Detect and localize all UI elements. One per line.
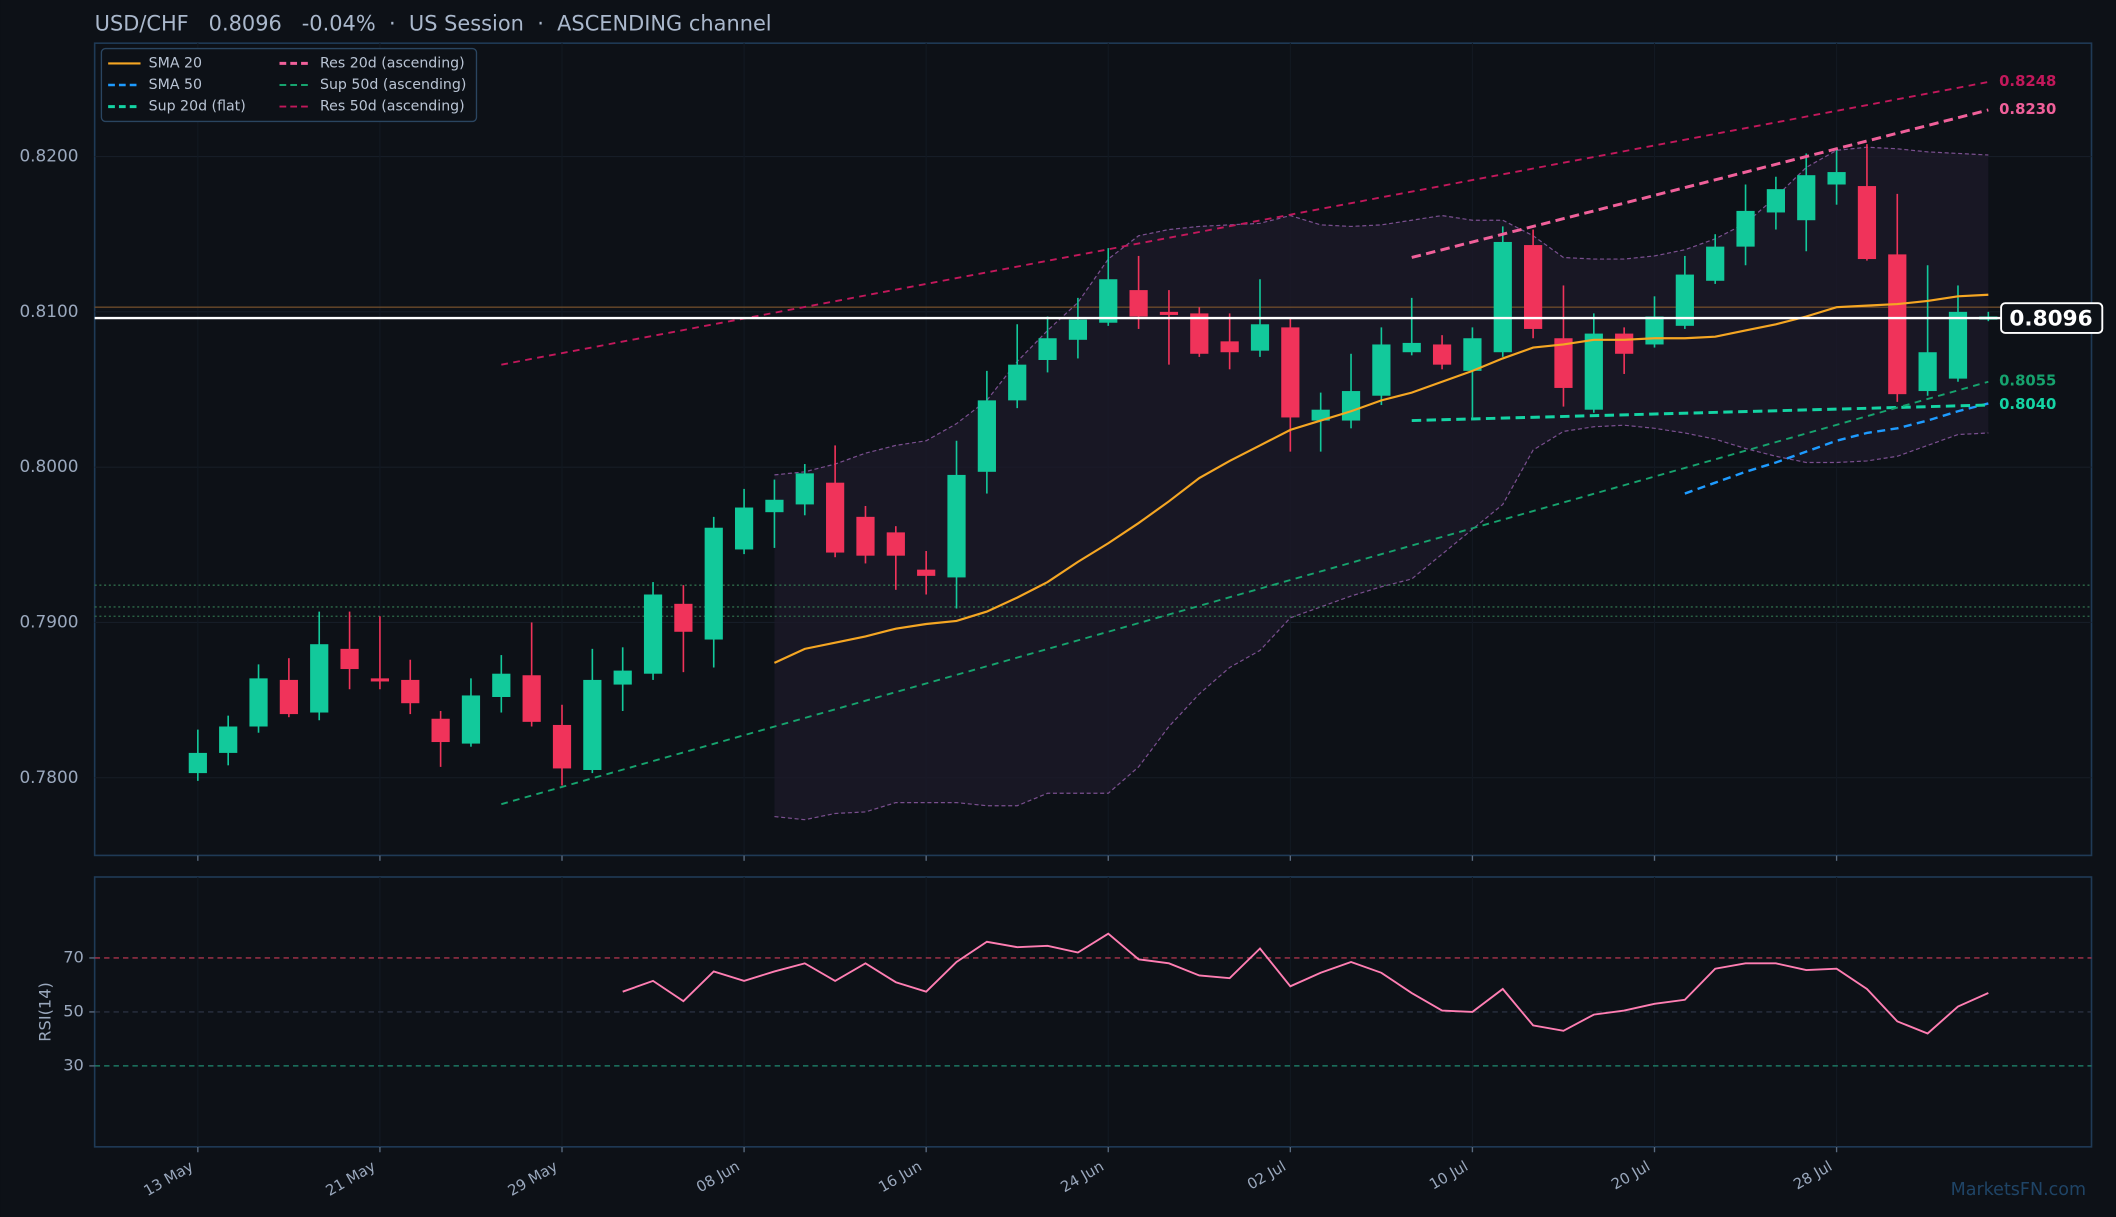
- candle-body: [1948, 311, 1968, 379]
- candle-body: [1220, 341, 1239, 353]
- candle-body: [1432, 344, 1452, 365]
- candle-body: [1341, 391, 1361, 421]
- y-tick-label: 0.8200: [19, 146, 78, 166]
- candle-body: [492, 673, 511, 697]
- trendline-label: 0.8040: [1999, 396, 2056, 413]
- candle-body: [522, 675, 541, 722]
- trendline-label: 0.8230: [1999, 101, 2056, 118]
- candle-body: [643, 594, 663, 674]
- last-price-box: [2000, 302, 2104, 334]
- candle-body: [1068, 319, 1088, 340]
- chart-title: USD/CHF 0.8096 -0.04% · US Session · ASC…: [95, 11, 772, 35]
- candle-body: [1827, 172, 1846, 185]
- candle-body: [1888, 254, 1907, 395]
- candle-body: [1706, 246, 1725, 281]
- legend-label: Sup 20d (flat): [149, 99, 246, 115]
- trendline: [501, 380, 1989, 806]
- rsi-line: [622, 932, 1989, 1035]
- candle-body: [1008, 364, 1027, 401]
- y-tick-label: 0.7800: [19, 767, 78, 787]
- trendline-label: 0.8248: [1999, 73, 2056, 90]
- candle-body: [188, 752, 207, 774]
- candle-body: [674, 603, 693, 632]
- candle-body: [1372, 344, 1391, 396]
- candle-body: [856, 516, 875, 556]
- trendline: [501, 81, 1989, 366]
- candle-body: [977, 400, 996, 472]
- y-tick-label: 0.7900: [19, 611, 78, 631]
- candle-body: [461, 695, 481, 744]
- candle-body: [613, 670, 632, 685]
- candle-body: [1615, 333, 1634, 354]
- candle-body: [279, 679, 298, 715]
- candle-body: [1190, 313, 1209, 354]
- candle-body: [1129, 290, 1148, 317]
- candle-body: [1857, 186, 1877, 260]
- legend-label: SMA 20: [149, 55, 202, 71]
- candle-body: [795, 473, 814, 505]
- candle-body: [370, 678, 390, 682]
- candle-body: [431, 718, 450, 743]
- candle-body: [1524, 245, 1543, 329]
- candle-body: [340, 648, 359, 670]
- y-tick-label: 0.8100: [19, 301, 78, 321]
- candle-body: [219, 726, 238, 753]
- candle-body: [1675, 274, 1694, 326]
- candle-body: [583, 679, 602, 770]
- candle-body: [734, 507, 754, 550]
- legend-label: Res 50d (ascending): [320, 99, 465, 115]
- candle-body: [826, 482, 845, 553]
- candle-body: [1736, 210, 1755, 247]
- last-price-label: 0.8096: [2009, 306, 2092, 331]
- candle-body: [1797, 175, 1816, 221]
- rsi-panel: [93, 876, 2093, 1148]
- trendline: [1411, 108, 1989, 259]
- band-upper: [774, 146, 1989, 476]
- legend-label: Sup 50d (ascending): [320, 77, 466, 93]
- candle-body: [1311, 409, 1330, 421]
- watermark: MarketsFN.com: [1951, 1180, 2086, 1200]
- candle-body: [401, 679, 420, 704]
- trendline-label: 0.8055: [1999, 373, 2056, 390]
- band-lower: [774, 424, 1989, 821]
- candle-body: [1645, 316, 1664, 345]
- candle-body: [1463, 338, 1482, 371]
- candle-body: [886, 532, 905, 556]
- candle-body: [1099, 279, 1118, 323]
- rsi-tick-label: 50: [63, 1001, 84, 1020]
- rsi-tick-label: 70: [63, 947, 84, 966]
- candle-body: [1554, 338, 1573, 388]
- legend-label: Res 20d (ascending): [320, 55, 465, 71]
- candle-body: [1159, 311, 1179, 315]
- candle-body: [704, 527, 723, 640]
- candle-body: [1584, 333, 1603, 410]
- candle-body: [765, 499, 784, 513]
- candle-body: [552, 724, 572, 769]
- candle-body: [310, 644, 329, 713]
- candle-body: [1038, 338, 1057, 360]
- legend-box: [100, 47, 478, 123]
- sma-line: [773, 293, 1989, 664]
- candle-body: [1766, 189, 1785, 213]
- candle-body: [1918, 352, 1937, 392]
- legend-label: SMA 50: [149, 77, 202, 93]
- y-tick-label: 0.8000: [19, 456, 78, 476]
- candle-body: [917, 569, 936, 576]
- candle-body: [1493, 241, 1512, 353]
- candle-body: [1250, 324, 1270, 351]
- candle-body: [947, 474, 966, 578]
- candle-body: [1281, 327, 1300, 418]
- candle-body: [249, 678, 268, 727]
- rsi-tick-label: 30: [63, 1055, 84, 1074]
- trendline: [1411, 403, 1989, 423]
- rsi-axis-label: RSI(14): [36, 982, 55, 1042]
- candle-body: [1402, 342, 1421, 353]
